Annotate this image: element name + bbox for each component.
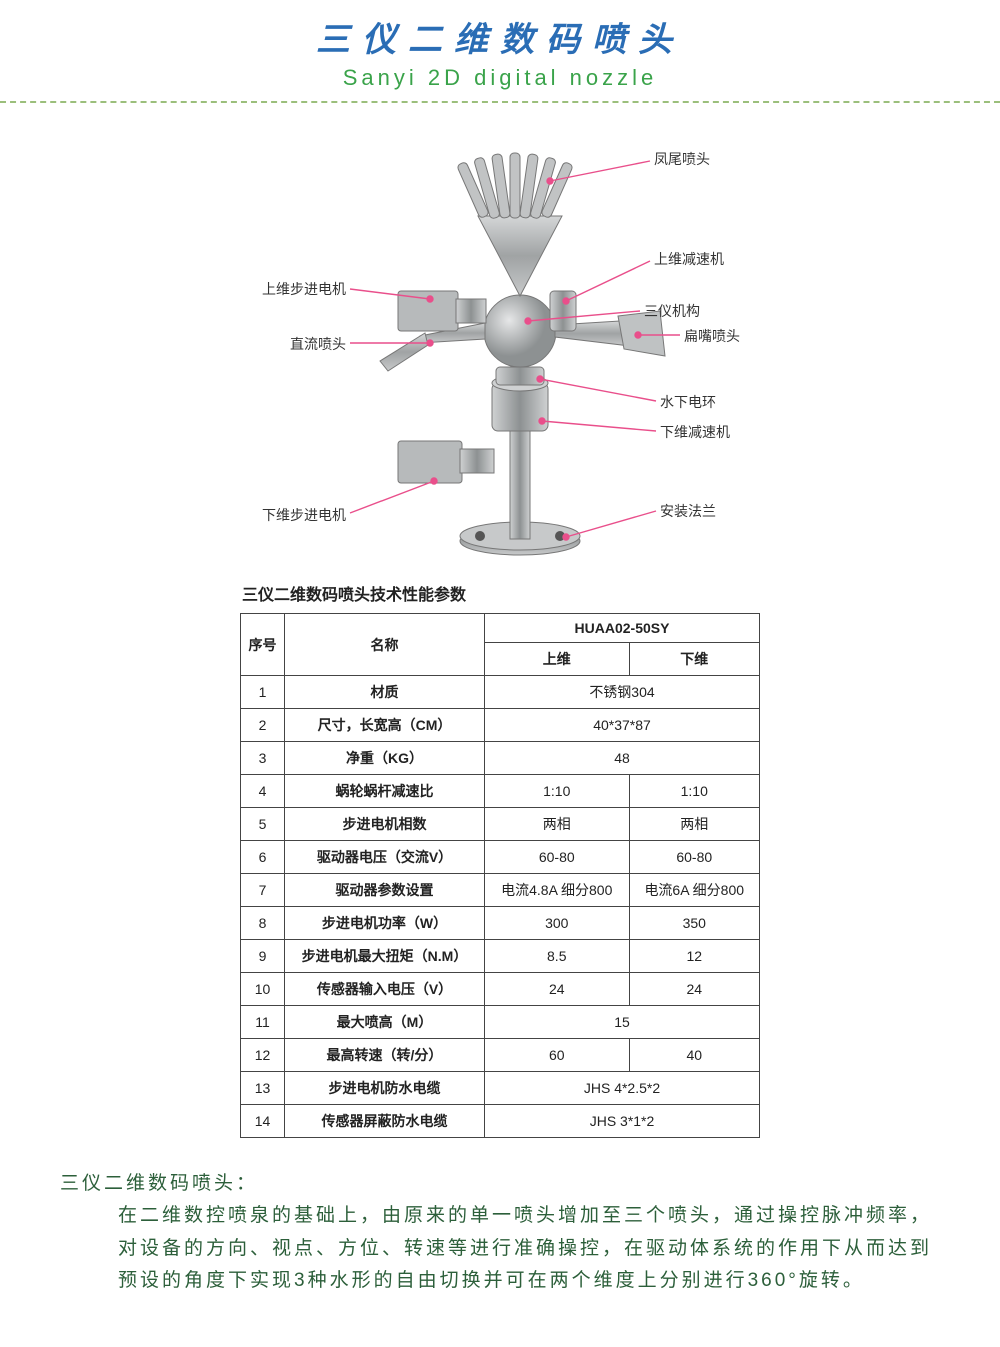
cell-lower: 两相 bbox=[629, 808, 760, 841]
label-flat-nozzle: 扁嘴喷头 bbox=[684, 326, 740, 346]
cell-upper: 电流4.8A 细分800 bbox=[485, 874, 630, 907]
cell-seq: 5 bbox=[241, 808, 285, 841]
label-flange: 安装法兰 bbox=[660, 501, 716, 521]
cell-seq: 13 bbox=[241, 1072, 285, 1105]
table-row: 3净重（KG）48 bbox=[241, 742, 760, 775]
cell-lower: 24 bbox=[629, 973, 760, 1006]
cell-upper: 两相 bbox=[485, 808, 630, 841]
cell-name: 步进电机最大扭矩（N.M） bbox=[285, 940, 485, 973]
label-lower-reducer: 下维减速机 bbox=[660, 422, 730, 442]
cell-seq: 6 bbox=[241, 841, 285, 874]
cell-name: 驱动器电压（交流V） bbox=[285, 841, 485, 874]
cell-upper: 1:10 bbox=[485, 775, 630, 808]
cell-seq: 9 bbox=[241, 940, 285, 973]
table-row: 8步进电机功率（W）300350 bbox=[241, 907, 760, 940]
divider bbox=[0, 101, 1000, 103]
col-name: 名称 bbox=[285, 614, 485, 676]
cell-value: JHS 3*1*2 bbox=[485, 1105, 760, 1138]
table-row: 6驱动器电压（交流V）60-8060-80 bbox=[241, 841, 760, 874]
label-upper-reducer: 上维减速机 bbox=[654, 249, 724, 269]
cell-name: 材质 bbox=[285, 676, 485, 709]
cell-name: 最大喷高（M） bbox=[285, 1006, 485, 1039]
col-seq: 序号 bbox=[241, 614, 285, 676]
cell-name: 步进电机功率（W） bbox=[285, 907, 485, 940]
description-head: 三仪二维数码喷头： bbox=[60, 1168, 940, 1200]
cell-upper: 60-80 bbox=[485, 841, 630, 874]
cell-name: 传感器输入电压（V） bbox=[285, 973, 485, 1006]
description-body: 在二维数控喷泉的基础上，由原来的单一喷头增加至三个喷头，通过操控脉冲频率，对设备… bbox=[60, 1200, 940, 1297]
cell-value: JHS 4*2.5*2 bbox=[485, 1072, 760, 1105]
label-sanyi-mech: 三仪机构 bbox=[644, 301, 700, 321]
label-upper-stepper: 上维步进电机 bbox=[262, 279, 346, 299]
col-model: HUAA02-50SY bbox=[485, 614, 760, 643]
spec-table: 序号 名称 HUAA02-50SY 上维 下维 1材质不锈钢3042尺寸，长宽高… bbox=[240, 613, 760, 1138]
cell-seq: 14 bbox=[241, 1105, 285, 1138]
table-row: 12最高转速（转/分）6040 bbox=[241, 1039, 760, 1072]
cell-lower: 350 bbox=[629, 907, 760, 940]
cell-name: 驱动器参数设置 bbox=[285, 874, 485, 907]
cell-lower: 40 bbox=[629, 1039, 760, 1072]
table-row: 11最大喷高（M）15 bbox=[241, 1006, 760, 1039]
cell-value: 48 bbox=[485, 742, 760, 775]
cell-value: 不锈钢304 bbox=[485, 676, 760, 709]
description: 三仪二维数码喷头： 在二维数控喷泉的基础上，由原来的单一喷头增加至三个喷头，通过… bbox=[60, 1168, 940, 1297]
cell-lower: 电流6A 细分800 bbox=[629, 874, 760, 907]
cell-upper: 24 bbox=[485, 973, 630, 1006]
cell-value: 40*37*87 bbox=[485, 709, 760, 742]
cell-seq: 10 bbox=[241, 973, 285, 1006]
cell-lower: 1:10 bbox=[629, 775, 760, 808]
table-row: 10传感器输入电压（V）2424 bbox=[241, 973, 760, 1006]
cell-seq: 2 bbox=[241, 709, 285, 742]
cell-seq: 8 bbox=[241, 907, 285, 940]
spec-section: 三仪二维数码喷头技术性能参数 序号 名称 HUAA02-50SY 上维 下维 1… bbox=[240, 581, 760, 1138]
cell-name: 尺寸，长宽高（CM） bbox=[285, 709, 485, 742]
label-lower-stepper: 下维步进电机 bbox=[262, 505, 346, 525]
label-water-ring: 水下电环 bbox=[660, 392, 716, 412]
label-fengwei: 凤尾喷头 bbox=[654, 149, 710, 169]
cell-name: 步进电机相数 bbox=[285, 808, 485, 841]
table-row: 2尺寸，长宽高（CM）40*37*87 bbox=[241, 709, 760, 742]
col-lower: 下维 bbox=[629, 643, 760, 676]
cell-seq: 12 bbox=[241, 1039, 285, 1072]
cell-lower: 12 bbox=[629, 940, 760, 973]
cell-seq: 11 bbox=[241, 1006, 285, 1039]
table-row: 14传感器屏蔽防水电缆JHS 3*1*2 bbox=[241, 1105, 760, 1138]
cell-value: 15 bbox=[485, 1006, 760, 1039]
table-row: 13步进电机防水电缆JHS 4*2.5*2 bbox=[241, 1072, 760, 1105]
table-row: 7驱动器参数设置电流4.8A 细分800电流6A 细分800 bbox=[241, 874, 760, 907]
page-title-cn: 三仪二维数码喷头 bbox=[0, 0, 1000, 61]
cell-upper: 8.5 bbox=[485, 940, 630, 973]
cell-seq: 3 bbox=[241, 742, 285, 775]
col-upper: 上维 bbox=[485, 643, 630, 676]
cell-name: 净重（KG） bbox=[285, 742, 485, 775]
table-row: 4蜗轮蜗杆减速比1:101:10 bbox=[241, 775, 760, 808]
cell-lower: 60-80 bbox=[629, 841, 760, 874]
cell-name: 最高转速（转/分） bbox=[285, 1039, 485, 1072]
spec-title: 三仪二维数码喷头技术性能参数 bbox=[240, 581, 760, 605]
cell-name: 步进电机防水电缆 bbox=[285, 1072, 485, 1105]
table-row: 9步进电机最大扭矩（N.M）8.512 bbox=[241, 940, 760, 973]
table-row: 5步进电机相数两相两相 bbox=[241, 808, 760, 841]
table-row: 1材质不锈钢304 bbox=[241, 676, 760, 709]
cell-seq: 7 bbox=[241, 874, 285, 907]
product-diagram: 凤尾喷头 上维减速机 上维步进电机 三仪机构 直流喷头 扁嘴喷头 水下电环 下维… bbox=[220, 121, 780, 561]
cell-upper: 60 bbox=[485, 1039, 630, 1072]
label-dc-nozzle: 直流喷头 bbox=[290, 334, 346, 354]
cell-name: 传感器屏蔽防水电缆 bbox=[285, 1105, 485, 1138]
cell-upper: 300 bbox=[485, 907, 630, 940]
cell-name: 蜗轮蜗杆减速比 bbox=[285, 775, 485, 808]
cell-seq: 4 bbox=[241, 775, 285, 808]
page-title-en: Sanyi 2D digital nozzle bbox=[0, 65, 1000, 91]
cell-seq: 1 bbox=[241, 676, 285, 709]
